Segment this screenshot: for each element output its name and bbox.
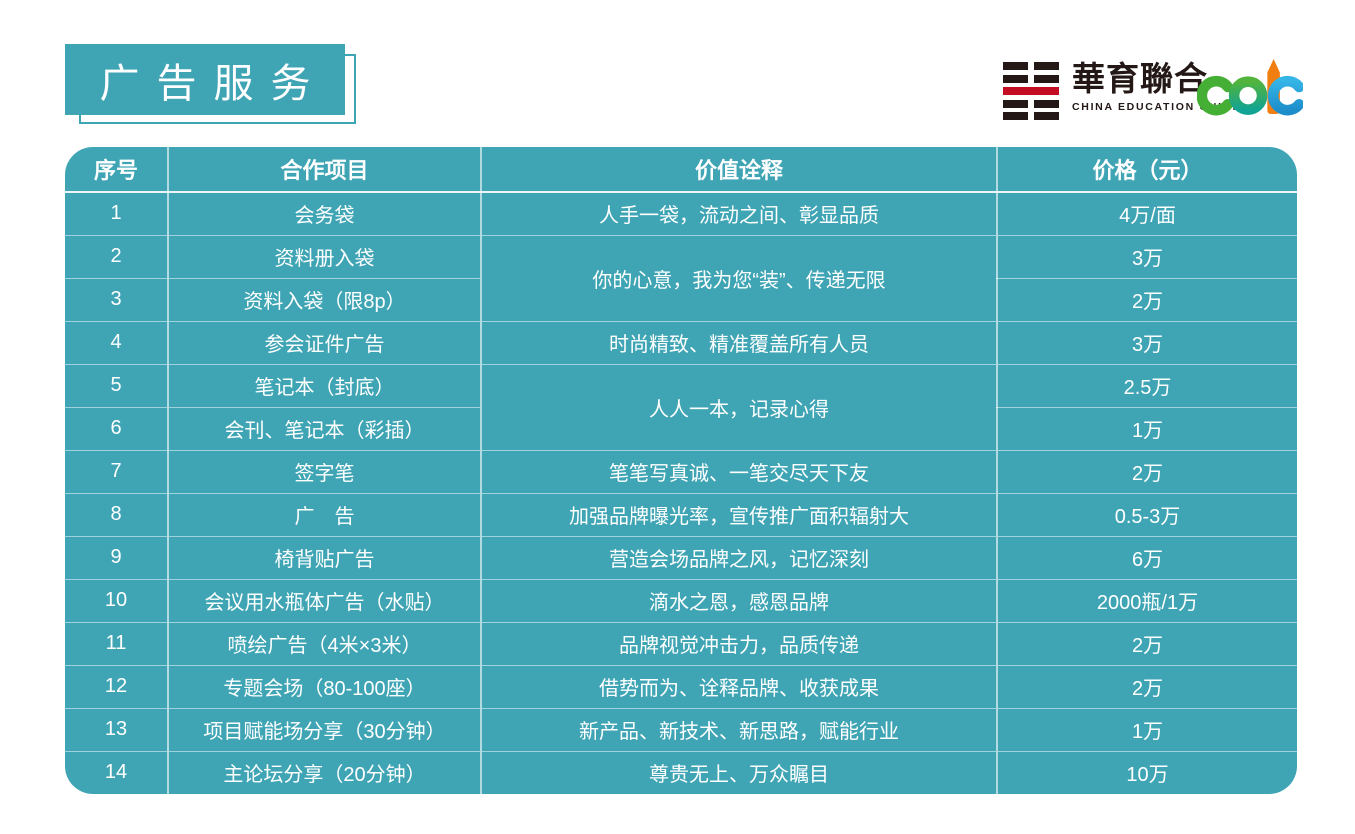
value-cell-merged: 人人一本，记录心得 <box>481 363 998 450</box>
row-number-cell: 8 <box>65 492 169 536</box>
table-row: 13 项目赋能场分享（30分钟） 新产品、新技术、新思路，赋能行业 1万 <box>65 707 1297 751</box>
value-cell: 滴水之恩，感恩品牌 <box>481 578 998 622</box>
hexagram-bars-icon <box>1003 62 1059 120</box>
row-number-cell: 3 <box>65 277 169 321</box>
price-cell: 3万 <box>997 320 1297 364</box>
col-header-no: 序号 <box>65 147 169 193</box>
price-cell: 6万 <box>997 535 1297 579</box>
value-cell-merged: 你的心意，我为您“装”、传递无限 <box>481 234 998 321</box>
table-row: 2 资料册入袋 你的心意，我为您“装”、传递无限 3万 <box>65 234 1297 321</box>
table-row: 11 喷绘广告（4米×3米） 品牌视觉冲击力，品质传递 2万 <box>65 621 1297 665</box>
col-header-project: 合作项目 <box>168 147 482 193</box>
page-title: 广告服务 <box>99 61 328 106</box>
value-cell: 加强品牌曝光率，宣传推广面积辐射大 <box>481 492 998 536</box>
services-table: 序号 合作项目 价值诠释 价格（元） 1 会务袋 人手一袋，流动之间、彰显品质 … <box>65 147 1297 794</box>
row-number-cell: 10 <box>65 578 169 622</box>
table-row: 7 签字笔 笔笔写真诚、一笔交尽天下友 2万 <box>65 449 1297 493</box>
row-number-cell: 9 <box>65 535 169 579</box>
value-cell: 借势而为、诠释品牌、收获成果 <box>481 664 998 708</box>
value-cell: 新产品、新技术、新思路，赋能行业 <box>481 707 998 751</box>
row-number-cell: 11 <box>65 621 169 665</box>
project-cell: 会刊、笔记本（彩插） <box>168 406 482 450</box>
ceu-logo: 華育聯合 CHINA EDUCATION UNION <box>1003 60 1242 120</box>
value-cell: 营造会场品牌之风，记忆深刻 <box>481 535 998 579</box>
value-cell: 笔笔写真诚、一笔交尽天下友 <box>481 449 998 493</box>
project-cell: 签字笔 <box>168 449 482 493</box>
project-cell: 参会证件广告 <box>168 320 482 364</box>
row-number-cell: 5 <box>65 363 169 407</box>
price-cell: 1万 <box>997 406 1297 450</box>
value-cell: 尊贵无上、万众瞩目 <box>481 750 998 794</box>
table-row: 6 会刊、笔记本（彩插） 1万 <box>65 406 1297 450</box>
table-row: 5 笔记本（封底） 人人一本，记录心得 2.5万 <box>65 363 1297 450</box>
project-cell: 资料入袋（限8p） <box>168 277 482 321</box>
price-cell: 3万 <box>997 234 1297 278</box>
project-cell: 资料册入袋 <box>168 234 482 278</box>
table-row: 1 会务袋 人手一袋，流动之间、彰显品质 4万/面 <box>65 191 1297 235</box>
col-header-price: 价格（元） <box>997 147 1297 193</box>
value-cell: 品牌视觉冲击力，品质传递 <box>481 621 998 665</box>
project-cell: 会议用水瓶体广告（水贴） <box>168 578 482 622</box>
table-row: 3 资料入袋（限8p） 2万 <box>65 277 1297 321</box>
table-header-row: 序号 合作项目 价值诠释 价格（元） <box>65 147 1297 193</box>
project-cell: 喷绘广告（4米×3米） <box>168 621 482 665</box>
ceu-logo-subtitle: CHINA EDUCATION UNION <box>1072 100 1242 113</box>
col-header-value: 价值诠释 <box>481 147 998 193</box>
table-row: 8 广 告 加强品牌曝光率，宣传推广面积辐射大 0.5-3万 <box>65 492 1297 536</box>
project-cell: 主论坛分享（20分钟） <box>168 750 482 794</box>
value-cell: 人手一袋，流动之间、彰显品质 <box>481 191 998 235</box>
ceu-logo-name: 華育聯合 <box>1072 60 1208 97</box>
price-cell: 2万 <box>997 449 1297 493</box>
price-cell: 2万 <box>997 621 1297 665</box>
price-cell: 1万 <box>997 707 1297 751</box>
row-number-cell: 4 <box>65 320 169 364</box>
price-cell: 2000瓶/1万 <box>997 578 1297 622</box>
table-row: 14 主论坛分享（20分钟） 尊贵无上、万众瞩目 10万 <box>65 750 1297 794</box>
table-row: 4 参会证件广告 时尚精致、精准覆盖所有人员 3万 <box>65 320 1297 364</box>
table-row: 12 专题会场（80-100座） 借势而为、诠释品牌、收获成果 2万 <box>65 664 1297 708</box>
row-number-cell: 7 <box>65 449 169 493</box>
row-number-cell: 1 <box>65 191 169 235</box>
price-cell: 2万 <box>997 664 1297 708</box>
project-cell: 项目赋能场分享（30分钟） <box>168 707 482 751</box>
table-row: 9 椅背贴广告 营造会场品牌之风，记忆深刻 6万 <box>65 535 1297 579</box>
row-number-cell: 14 <box>65 750 169 794</box>
row-number-cell: 13 <box>65 707 169 751</box>
price-cell: 2.5万 <box>997 363 1297 407</box>
row-number-cell: 6 <box>65 406 169 450</box>
row-number-cell: 12 <box>65 664 169 708</box>
price-cell: 2万 <box>997 277 1297 321</box>
price-cell: 0.5-3万 <box>997 492 1297 536</box>
table-row: 10 会议用水瓶体广告（水贴） 滴水之恩，感恩品牌 2000瓶/1万 <box>65 578 1297 622</box>
project-cell: 笔记本（封底） <box>168 363 482 407</box>
project-cell: 专题会场（80-100座） <box>168 664 482 708</box>
project-cell: 广 告 <box>168 492 482 536</box>
project-cell: 椅背贴广告 <box>168 535 482 579</box>
project-cell: 会务袋 <box>168 191 482 235</box>
ceic-logo <box>1196 54 1305 125</box>
row-number-cell: 2 <box>65 234 169 278</box>
price-cell: 4万/面 <box>997 191 1297 235</box>
page-title-box: 广告服务 <box>65 44 345 115</box>
price-cell: 10万 <box>997 750 1297 794</box>
value-cell: 时尚精致、精准覆盖所有人员 <box>481 320 998 364</box>
ceic-logo-icon <box>1196 59 1305 116</box>
